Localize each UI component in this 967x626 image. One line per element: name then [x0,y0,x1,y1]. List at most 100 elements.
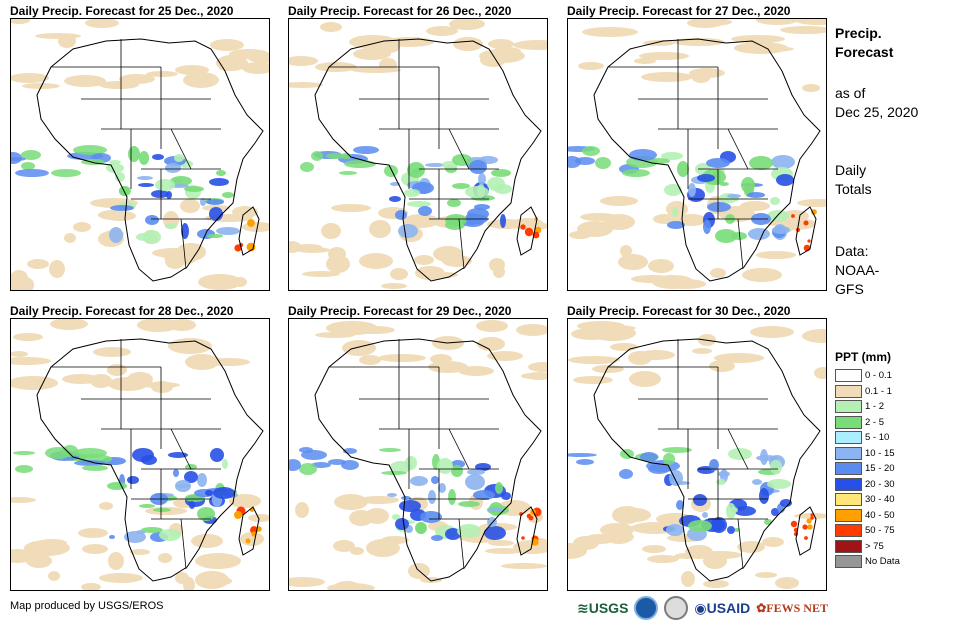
light-rain-area [403,214,439,228]
rain-area [407,201,431,207]
rain-area [389,196,401,202]
rain-area [501,492,511,500]
light-rain-area [740,201,770,211]
heavy-rain-spot [790,520,798,528]
rain-area [165,223,177,229]
rain-area [420,511,442,523]
rain-area [300,162,314,172]
light-rain-area [289,56,318,66]
forecast-panel: Daily Precip. Forecast for 28 Dec., 2020 [10,304,270,591]
heavy-rain-spot [807,239,811,243]
light-rain-area [48,571,60,581]
heavy-rain-spot [811,209,817,215]
rain-area [582,146,600,156]
light-rain-area [576,231,588,239]
africa-outline [314,38,542,282]
legend-item: 40 - 50 [835,508,900,524]
heavy-rain-spot [524,227,534,237]
light-rain-area [164,249,198,265]
light-rain-area [289,577,325,587]
light-rain-area [641,72,693,82]
rain-area [139,151,149,165]
light-rain-area [688,19,732,26]
light-rain-area [637,350,675,360]
legend-item: 0.1 - 1 [835,384,900,400]
light-rain-area [168,319,196,331]
legend-swatch [835,384,862,398]
legend-label: 10 - 15 [865,447,895,459]
rain-area [184,186,204,192]
panel-title: Daily Precip. Forecast for 25 Dec., 2020 [10,4,234,18]
credit-text: Map produced by USGS/EROS [10,600,164,612]
rain-area [109,535,115,539]
rain-area [428,490,436,504]
heavy-rain-spot [245,538,251,544]
rain-area [15,169,49,177]
legend-swatch [835,508,862,522]
light-rain-area [814,367,826,379]
rain-area [458,501,480,507]
rain-area [677,161,689,177]
legend-item: 10 - 15 [835,446,900,462]
heavy-rain-spot [803,220,809,226]
rain-area [448,489,456,505]
legend-label: 15 - 20 [865,463,895,475]
light-rain-area [586,325,636,331]
rain-area [344,160,376,168]
rain-area [21,150,41,160]
rain-area [666,524,684,536]
rain-area [500,214,506,228]
light-rain-area [476,320,508,332]
rain-area [728,448,752,460]
light-rain-area [158,553,172,563]
rain-area [491,169,511,177]
rain-area [749,156,773,170]
light-rain-area [191,534,223,548]
light-rain-area [185,354,219,370]
light-rain-area [802,84,820,92]
source-line: Data: [835,243,869,259]
light-rain-area [78,528,108,538]
rain-area [395,518,409,530]
light-rain-area [493,47,521,55]
rain-area [748,228,770,240]
light-rain-area [582,27,638,37]
rain-area [445,214,467,226]
rain-area [416,522,426,534]
forecast-panel: Daily Precip. Forecast for 25 Dec., 2020 [10,4,270,291]
precip-map [567,18,827,291]
light-rain-area [229,494,261,508]
rain-area [487,508,505,512]
light-rain-area [666,279,706,289]
light-rain-area [195,571,229,589]
rain-area [289,459,301,471]
forecast-heading: Precip. Forecast [835,24,893,62]
light-rain-area [714,353,764,363]
light-rain-area [648,259,674,273]
forecast-panel: Daily Precip. Forecast for 26 Dec., 2020 [288,4,548,291]
rain-area [173,469,179,477]
rain-area [465,186,489,198]
africa-outline [594,339,820,581]
light-rain-area [639,52,689,60]
light-rain-area [600,523,634,537]
forecast-panel: Daily Precip. Forecast for 29 Dec., 2020 [288,304,548,591]
light-rain-area [93,347,131,357]
precip-map [288,18,548,291]
rain-area [328,459,346,465]
light-rain-area [775,577,799,589]
rain-area [734,528,740,532]
rain-area [676,500,684,510]
light-rain-area [738,46,794,52]
light-rain-area [99,502,113,510]
light-rain-area [11,278,34,290]
light-rain-area [321,223,341,239]
light-rain-area [568,543,587,559]
light-rain-area [513,40,547,50]
light-rain-area [756,251,796,259]
rain-area [629,149,657,161]
light-rain-area [420,577,442,583]
light-rain-area [99,81,139,89]
panel-title: Daily Precip. Forecast for 29 Dec., 2020 [288,304,512,318]
rain-area [648,464,670,474]
